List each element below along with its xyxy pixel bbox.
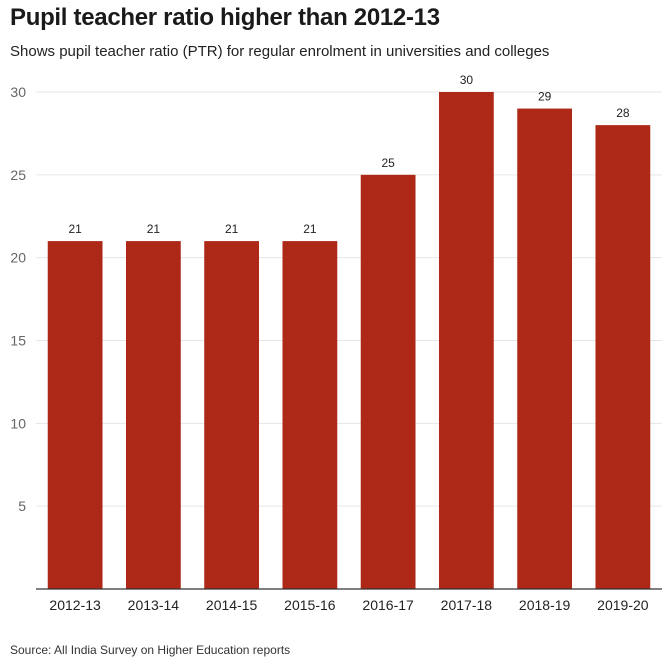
- data-label: 25: [381, 156, 395, 170]
- x-tick-label: 2013-14: [128, 597, 180, 613]
- chart-title: Pupil teacher ratio higher than 2012-13: [10, 4, 440, 31]
- y-tick-label: 10: [10, 415, 26, 431]
- y-tick-label: 5: [18, 498, 26, 514]
- data-label: 21: [68, 222, 82, 236]
- bar: [125, 241, 181, 589]
- bar: [438, 92, 494, 589]
- bar: [517, 108, 573, 590]
- data-label: 30: [460, 73, 474, 87]
- x-tick-label: 2014-15: [206, 597, 258, 613]
- bar: [282, 241, 338, 589]
- y-tick-label: 30: [10, 84, 26, 100]
- y-tick-label: 20: [10, 250, 26, 266]
- chart-subtitle: Shows pupil teacher ratio (PTR) for regu…: [10, 43, 550, 60]
- data-label: 21: [225, 222, 239, 236]
- x-tick-label: 2018-19: [519, 597, 571, 613]
- data-label: 29: [538, 90, 552, 104]
- x-tick-label: 2017-18: [441, 597, 493, 613]
- data-label: 21: [303, 222, 317, 236]
- source-note: Source: All India Survey on Higher Educa…: [10, 643, 291, 657]
- x-tick-label: 2016-17: [362, 597, 414, 613]
- x-tick-label: 2019-20: [597, 597, 649, 613]
- x-tick-label: 2015-16: [284, 597, 336, 613]
- y-tick-label: 15: [10, 333, 26, 349]
- bar: [204, 241, 260, 589]
- bar: [47, 241, 103, 589]
- x-tick-label: 2012-13: [49, 597, 101, 613]
- bar: [595, 125, 651, 589]
- data-label: 21: [147, 222, 161, 236]
- y-tick-label: 25: [10, 167, 26, 183]
- data-label: 28: [616, 106, 630, 120]
- bar: [360, 174, 416, 590]
